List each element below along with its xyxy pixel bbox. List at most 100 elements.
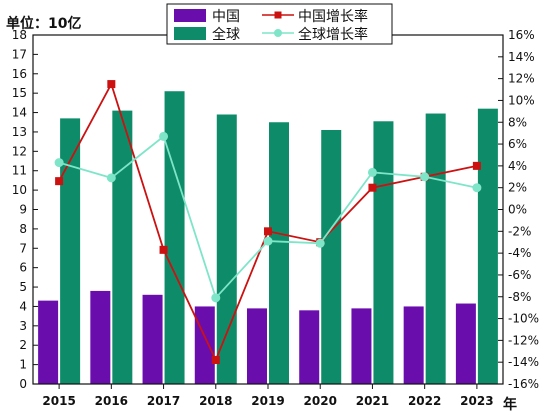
bar-china-2019 bbox=[247, 308, 267, 384]
x-axis-ticks: 2015 2016 2017 2018 2019 2020 2021 2022 2023 bbox=[42, 384, 494, 408]
point-global-growth-2017 bbox=[159, 131, 169, 141]
left-tick-label-2: 2 bbox=[19, 338, 27, 352]
bar-china-2017 bbox=[142, 294, 163, 384]
x-tick-label-2019: 2019 bbox=[251, 394, 284, 408]
point-global-growth-2021 bbox=[367, 167, 377, 177]
x-tick-label-2020: 2020 bbox=[304, 394, 337, 408]
x-axis-suffix: 年 bbox=[503, 396, 517, 413]
legend-item-china: 中国 bbox=[174, 9, 240, 25]
legend-label-china-growth: 中国增长率 bbox=[298, 8, 368, 25]
right-tick-label-4%: 4% bbox=[508, 159, 527, 173]
left-tick-label-8: 8 bbox=[19, 222, 27, 236]
right-tick-label-8%: 8% bbox=[508, 115, 527, 129]
left-tick-label-11: 11 bbox=[12, 164, 27, 178]
bar-china-2018 bbox=[194, 306, 215, 384]
point-china-growth-2017 bbox=[159, 245, 168, 254]
point-global-growth-2023 bbox=[472, 183, 482, 193]
right-tick-label--8%: -8% bbox=[508, 290, 531, 304]
left-tick-label-15: 15 bbox=[12, 86, 27, 100]
legend-label-global: 全球 bbox=[212, 26, 240, 43]
right-tick-label-2%: 2% bbox=[508, 181, 527, 195]
bar-global-2015 bbox=[60, 118, 81, 384]
left-tick-label-10: 10 bbox=[12, 183, 27, 197]
left-tick-label-0: 0 bbox=[19, 377, 27, 391]
legend-label-china: 中国 bbox=[212, 9, 240, 25]
legend-swatch-china bbox=[174, 9, 206, 22]
right-tick-label--16%: -16% bbox=[508, 377, 539, 391]
right-tick-label--12%: -12% bbox=[508, 333, 539, 347]
right-tick-label--2%: -2% bbox=[508, 224, 531, 238]
left-tick-label-13: 13 bbox=[12, 125, 27, 139]
left-tick-label-12: 12 bbox=[12, 144, 27, 158]
left-tick-label-17: 17 bbox=[12, 47, 27, 61]
x-tick-label-2018: 2018 bbox=[199, 394, 232, 408]
point-china-growth-2015 bbox=[55, 177, 64, 186]
left-tick-label-1: 1 bbox=[19, 358, 27, 372]
legend-swatch-global bbox=[174, 27, 206, 40]
lines-layer bbox=[54, 80, 482, 365]
right-tick-label-6%: 6% bbox=[508, 137, 527, 151]
bar-global-2022 bbox=[425, 113, 446, 385]
point-china-growth-2023 bbox=[472, 161, 481, 170]
bar-china-2020 bbox=[299, 310, 320, 384]
point-global-growth-2018 bbox=[211, 293, 221, 303]
right-tick-label-12%: 12% bbox=[508, 72, 535, 86]
point-global-growth-2022 bbox=[420, 172, 430, 182]
left-tick-label-6: 6 bbox=[19, 261, 27, 275]
bar-china-2021 bbox=[351, 308, 372, 384]
bar-china-2023 bbox=[455, 303, 476, 384]
legend-label-global-growth: 全球增长率 bbox=[298, 26, 368, 43]
legend-item-global: 全球 bbox=[174, 26, 240, 43]
point-global-growth-2015 bbox=[54, 158, 64, 168]
bars-layer bbox=[38, 91, 498, 385]
point-global-growth-2019 bbox=[263, 236, 273, 246]
left-tick-label-18: 18 bbox=[12, 28, 27, 42]
left-tick-label-3: 3 bbox=[19, 319, 27, 333]
point-china-growth-2021 bbox=[368, 183, 377, 192]
left-tick-label-5: 5 bbox=[19, 280, 27, 294]
bar-global-2018 bbox=[216, 114, 237, 384]
right-tick-label--14%: -14% bbox=[508, 355, 539, 369]
left-tick-label-7: 7 bbox=[19, 241, 27, 255]
left-tick-label-4: 4 bbox=[19, 299, 27, 313]
point-china-growth-2016 bbox=[107, 80, 116, 89]
point-global-growth-2016 bbox=[106, 173, 116, 183]
bar-global-2016 bbox=[112, 110, 133, 384]
x-tick-label-2023: 2023 bbox=[460, 394, 493, 408]
left-tick-label-9: 9 bbox=[19, 203, 27, 217]
legend: 中国 全球 中国增长率 全球增长率 bbox=[166, 3, 393, 45]
point-global-growth-2020 bbox=[315, 238, 325, 248]
bar-global-2019 bbox=[269, 122, 289, 384]
x-tick-label-2022: 2022 bbox=[408, 394, 441, 408]
unit-label: 单位：10亿 bbox=[6, 15, 81, 32]
bar-china-2016 bbox=[90, 290, 111, 384]
right-tick-label--4%: -4% bbox=[508, 246, 531, 260]
left-tick-label-16: 16 bbox=[12, 67, 27, 81]
legend-item-global-growth: 全球增长率 bbox=[262, 26, 368, 43]
bar-global-2017 bbox=[164, 91, 185, 384]
right-tick-label-16%: 16% bbox=[508, 28, 535, 42]
bar-china-2022 bbox=[403, 306, 424, 384]
right-tick-label--10%: -10% bbox=[508, 312, 539, 326]
right-tick-label-0%: 0% bbox=[508, 203, 527, 217]
left-tick-label-14: 14 bbox=[12, 106, 27, 120]
bar-china-2015 bbox=[38, 300, 59, 384]
legend-item-china-growth: 中国增长率 bbox=[262, 8, 368, 25]
bar-global-2020 bbox=[321, 130, 342, 384]
bar-global-2023 bbox=[477, 108, 498, 384]
point-china-growth-2018 bbox=[211, 356, 220, 365]
legend-marker-global-growth bbox=[274, 29, 282, 37]
right-tick-label-14%: 14% bbox=[508, 50, 535, 64]
x-tick-label-2017: 2017 bbox=[147, 394, 180, 408]
right-tick-label--6%: -6% bbox=[508, 268, 531, 282]
bar-global-2021 bbox=[373, 121, 394, 385]
x-tick-label-2015: 2015 bbox=[42, 394, 75, 408]
x-tick-label-2016: 2016 bbox=[95, 394, 128, 408]
right-tick-label-10%: 10% bbox=[508, 93, 535, 107]
right-axis-ticks: -16% -14% -12% -10% -8% -6% -4% -2% 0% 2% 4% 6% 8% 10… bbox=[498, 28, 539, 391]
point-china-growth-2019 bbox=[264, 227, 272, 236]
legend-marker-china-growth bbox=[274, 11, 282, 19]
x-tick-label-2021: 2021 bbox=[356, 394, 389, 408]
